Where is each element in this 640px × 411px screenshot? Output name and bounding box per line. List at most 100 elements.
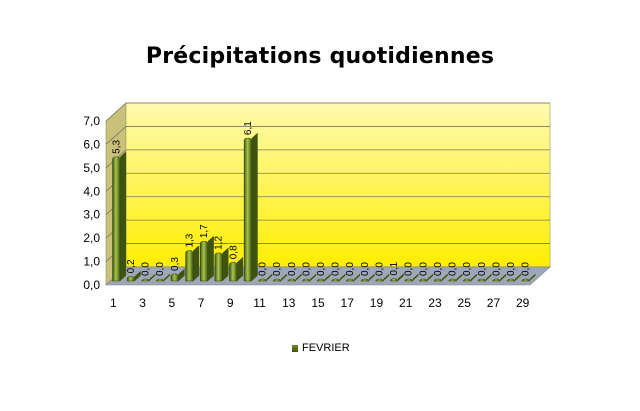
y-tick-label: 0,0 bbox=[83, 278, 100, 292]
bar-side bbox=[427, 273, 434, 281]
bar-side bbox=[383, 273, 390, 281]
bar-front bbox=[287, 278, 296, 282]
bar-front bbox=[346, 278, 355, 282]
bar-front bbox=[302, 278, 311, 282]
bar bbox=[346, 273, 361, 282]
data-label: 0,0 bbox=[506, 262, 517, 276]
x-tick-label: 23 bbox=[428, 296, 442, 310]
bar bbox=[287, 273, 302, 282]
bar-front bbox=[433, 278, 443, 282]
bar-side bbox=[324, 273, 331, 281]
x-tick-label: 7 bbox=[198, 296, 205, 310]
data-label: 0,0 bbox=[141, 262, 152, 276]
bar bbox=[331, 273, 346, 282]
bar-side bbox=[514, 273, 521, 281]
data-label: 0,0 bbox=[521, 262, 532, 276]
bar-front bbox=[390, 278, 399, 282]
bar-front bbox=[126, 276, 135, 282]
bar bbox=[243, 132, 258, 282]
bar-front bbox=[273, 278, 282, 282]
bar bbox=[477, 273, 492, 282]
data-label: 0,0 bbox=[331, 262, 342, 276]
y-tick-label: 1,0 bbox=[83, 255, 100, 269]
bar bbox=[390, 273, 404, 282]
bar-side bbox=[280, 273, 287, 281]
bar-side bbox=[266, 273, 273, 281]
bar bbox=[463, 273, 478, 282]
bar-side bbox=[397, 273, 404, 281]
x-tick-label: 25 bbox=[458, 296, 472, 310]
data-label: 6,1 bbox=[243, 121, 254, 135]
bar-front bbox=[214, 252, 223, 282]
bar bbox=[156, 273, 170, 282]
bar bbox=[126, 270, 141, 282]
bar-front bbox=[375, 278, 384, 282]
bar-front bbox=[419, 278, 428, 282]
bar-front bbox=[199, 240, 209, 282]
data-label: 0,2 bbox=[126, 259, 137, 273]
bar-front bbox=[112, 156, 121, 282]
data-label: 1,7 bbox=[199, 224, 210, 238]
bar-side bbox=[207, 235, 214, 281]
bar-side bbox=[485, 273, 492, 281]
y-tick-label: 5,0 bbox=[83, 161, 100, 175]
bar-front bbox=[521, 278, 530, 282]
legend: FEVRIER bbox=[292, 342, 350, 354]
bar-side bbox=[134, 270, 141, 281]
bar bbox=[521, 273, 536, 282]
data-label: 1,2 bbox=[214, 236, 225, 250]
bar bbox=[112, 151, 127, 282]
bar-side bbox=[222, 247, 229, 281]
bar bbox=[229, 256, 244, 282]
bar-front bbox=[156, 278, 165, 282]
data-label: 0,1 bbox=[389, 261, 400, 275]
bar bbox=[360, 273, 375, 282]
bar bbox=[273, 273, 287, 282]
bar bbox=[258, 273, 273, 282]
y-tick-label: 2,0 bbox=[83, 231, 100, 245]
back-wall bbox=[125, 102, 551, 268]
bar-front bbox=[331, 278, 340, 282]
bar-side bbox=[529, 273, 536, 281]
bar-side bbox=[193, 245, 200, 281]
bar-side bbox=[310, 273, 317, 281]
data-label: 0,0 bbox=[374, 262, 385, 276]
bar-side bbox=[354, 273, 361, 281]
bar-front bbox=[258, 278, 267, 282]
bar bbox=[185, 245, 200, 282]
bar bbox=[375, 273, 390, 282]
x-tick-label: 21 bbox=[399, 296, 413, 310]
x-tick-label: 27 bbox=[487, 296, 501, 310]
x-tick-label: 1 bbox=[110, 296, 117, 310]
bar bbox=[507, 273, 521, 282]
x-tick-label: 11 bbox=[253, 296, 266, 310]
data-label: 0,0 bbox=[345, 262, 356, 276]
x-tick-label: 29 bbox=[516, 296, 530, 310]
bar-front bbox=[360, 278, 369, 282]
bar bbox=[448, 273, 463, 282]
data-label: 0,8 bbox=[228, 245, 239, 259]
bar-side bbox=[120, 151, 127, 281]
bar-front bbox=[507, 278, 516, 282]
bar-side bbox=[441, 273, 448, 281]
bar-front bbox=[316, 278, 326, 282]
bar bbox=[433, 273, 448, 282]
bar-front bbox=[243, 137, 252, 282]
data-label: 0,0 bbox=[433, 262, 444, 276]
bar bbox=[170, 268, 185, 282]
data-label: 0,0 bbox=[316, 262, 327, 276]
bar-side bbox=[237, 256, 244, 281]
bar-side bbox=[368, 273, 375, 281]
data-label: 1,3 bbox=[184, 233, 195, 247]
data-label: 0,0 bbox=[301, 262, 312, 276]
bar-side bbox=[163, 273, 170, 281]
bar bbox=[404, 273, 419, 282]
gridline bbox=[105, 126, 550, 145]
chart-title: Précipitations quotidiennes bbox=[145, 44, 495, 69]
bar-side bbox=[412, 273, 419, 281]
data-label: 0,0 bbox=[491, 262, 502, 276]
bar-side bbox=[500, 273, 507, 281]
bar-front bbox=[229, 262, 238, 282]
